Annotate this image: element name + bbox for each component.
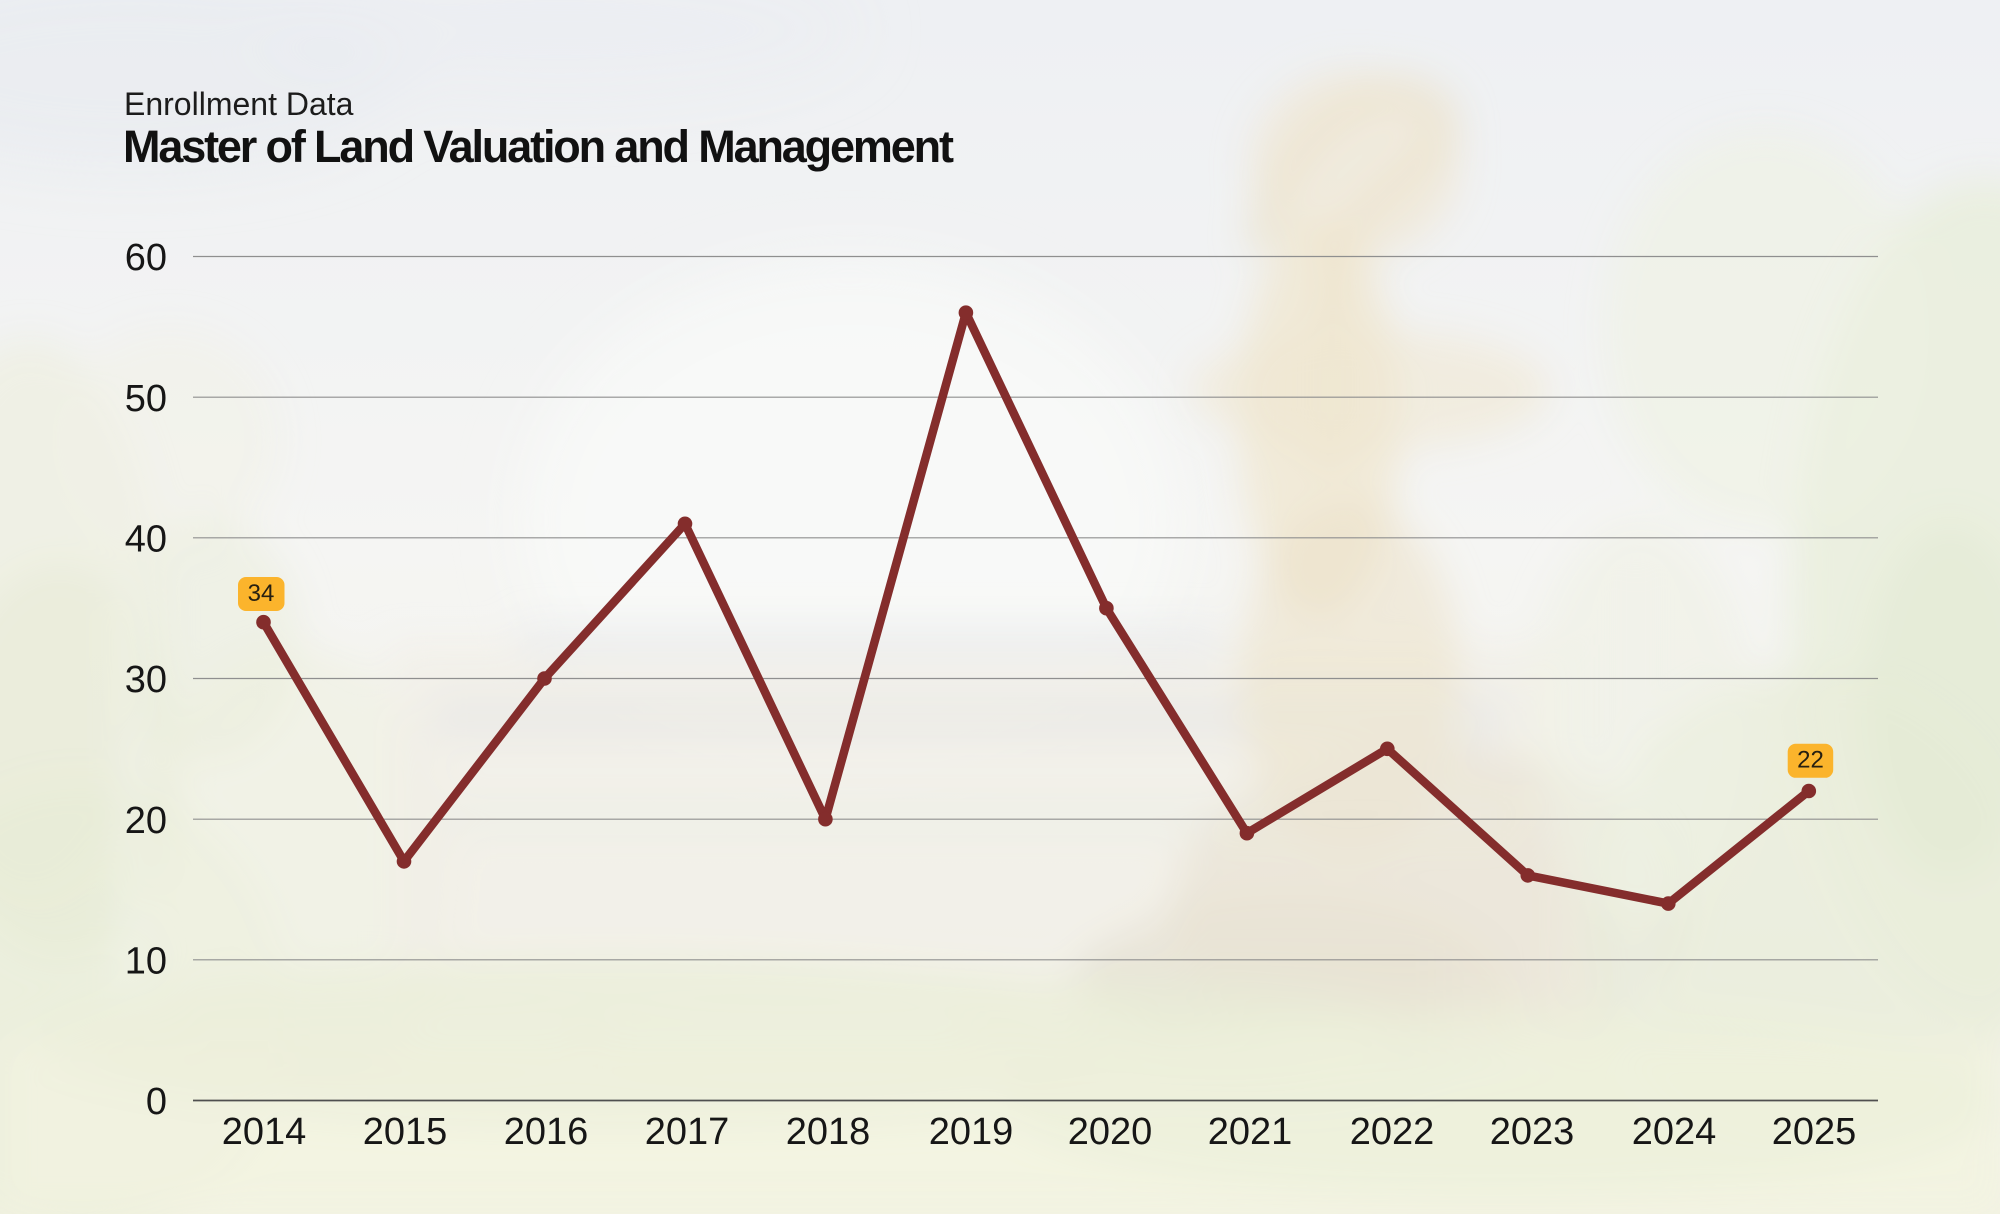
svg-text:30: 30 xyxy=(125,659,167,701)
svg-text:50: 50 xyxy=(125,378,167,420)
svg-text:2024: 2024 xyxy=(1632,1111,1717,1153)
svg-text:2023: 2023 xyxy=(1490,1111,1575,1153)
svg-text:34: 34 xyxy=(248,580,275,607)
svg-text:2018: 2018 xyxy=(786,1111,871,1153)
svg-text:2025: 2025 xyxy=(1772,1111,1857,1153)
svg-text:2014: 2014 xyxy=(222,1111,307,1153)
svg-text:2022: 2022 xyxy=(1350,1111,1435,1153)
svg-text:2020: 2020 xyxy=(1068,1111,1153,1153)
svg-text:2015: 2015 xyxy=(363,1111,448,1153)
svg-text:2019: 2019 xyxy=(929,1111,1014,1153)
svg-text:40: 40 xyxy=(125,519,167,561)
svg-text:2017: 2017 xyxy=(645,1111,730,1153)
svg-text:60: 60 xyxy=(125,237,167,279)
svg-text:10: 10 xyxy=(125,941,167,983)
svg-text:22: 22 xyxy=(1797,746,1824,773)
svg-text:2016: 2016 xyxy=(504,1111,589,1153)
svg-text:2021: 2021 xyxy=(1208,1111,1293,1153)
svg-text:0: 0 xyxy=(146,1081,167,1123)
svg-text:20: 20 xyxy=(125,800,167,842)
